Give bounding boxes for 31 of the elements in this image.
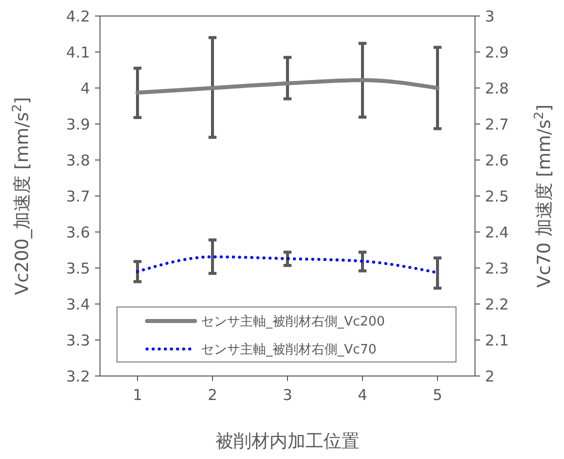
- y2-tick-label: 2: [485, 367, 495, 386]
- y-tick-label: 4: [80, 79, 90, 98]
- line-series: [136, 78, 440, 95]
- y2-tick-label: 2.1: [485, 331, 509, 350]
- y2-tick-label: 2.4: [485, 223, 509, 242]
- y-tick-label: 3.4: [66, 295, 90, 314]
- y2-tick-label: 3: [485, 7, 495, 26]
- y-tick-label: 4.2: [66, 7, 90, 26]
- y-tick-label: 4.1: [66, 43, 90, 62]
- legend-label: センサ主軸_被削材右側_Vc70: [201, 342, 377, 358]
- x-tick-label: 2: [208, 386, 218, 404]
- x-tick-label: 3: [282, 386, 292, 404]
- y-tick-label: 3.9: [66, 115, 90, 134]
- y2-tick-label: 2.5: [485, 187, 509, 206]
- y2-tick-label: 2.6: [485, 151, 509, 170]
- x-tick-label: 1: [132, 386, 142, 404]
- y2-tick-label: 2.2: [485, 295, 509, 314]
- y-tick-label: 3.5: [66, 259, 90, 278]
- y-tick-label: 3.6: [66, 223, 90, 242]
- y-tick-label: 3.2: [66, 367, 90, 386]
- x-tick-label: 4: [358, 386, 368, 404]
- y-tick-label: 3.7: [66, 187, 90, 206]
- y-tick-label: 3.8: [66, 151, 90, 170]
- y2-tick-label: 2.9: [485, 43, 509, 62]
- x-axis-title: 被削材内加工位置: [216, 431, 360, 452]
- y2-tick-label: 2.7: [485, 115, 509, 134]
- y2-tick-label: 2.3: [485, 259, 509, 278]
- legend-label: センサ主軸_被削材右側_Vc200: [201, 314, 385, 330]
- y2-tick-label: 2.8: [485, 79, 509, 98]
- y-tick-label: 3.3: [66, 331, 90, 350]
- x-tick-label: 5: [432, 386, 442, 404]
